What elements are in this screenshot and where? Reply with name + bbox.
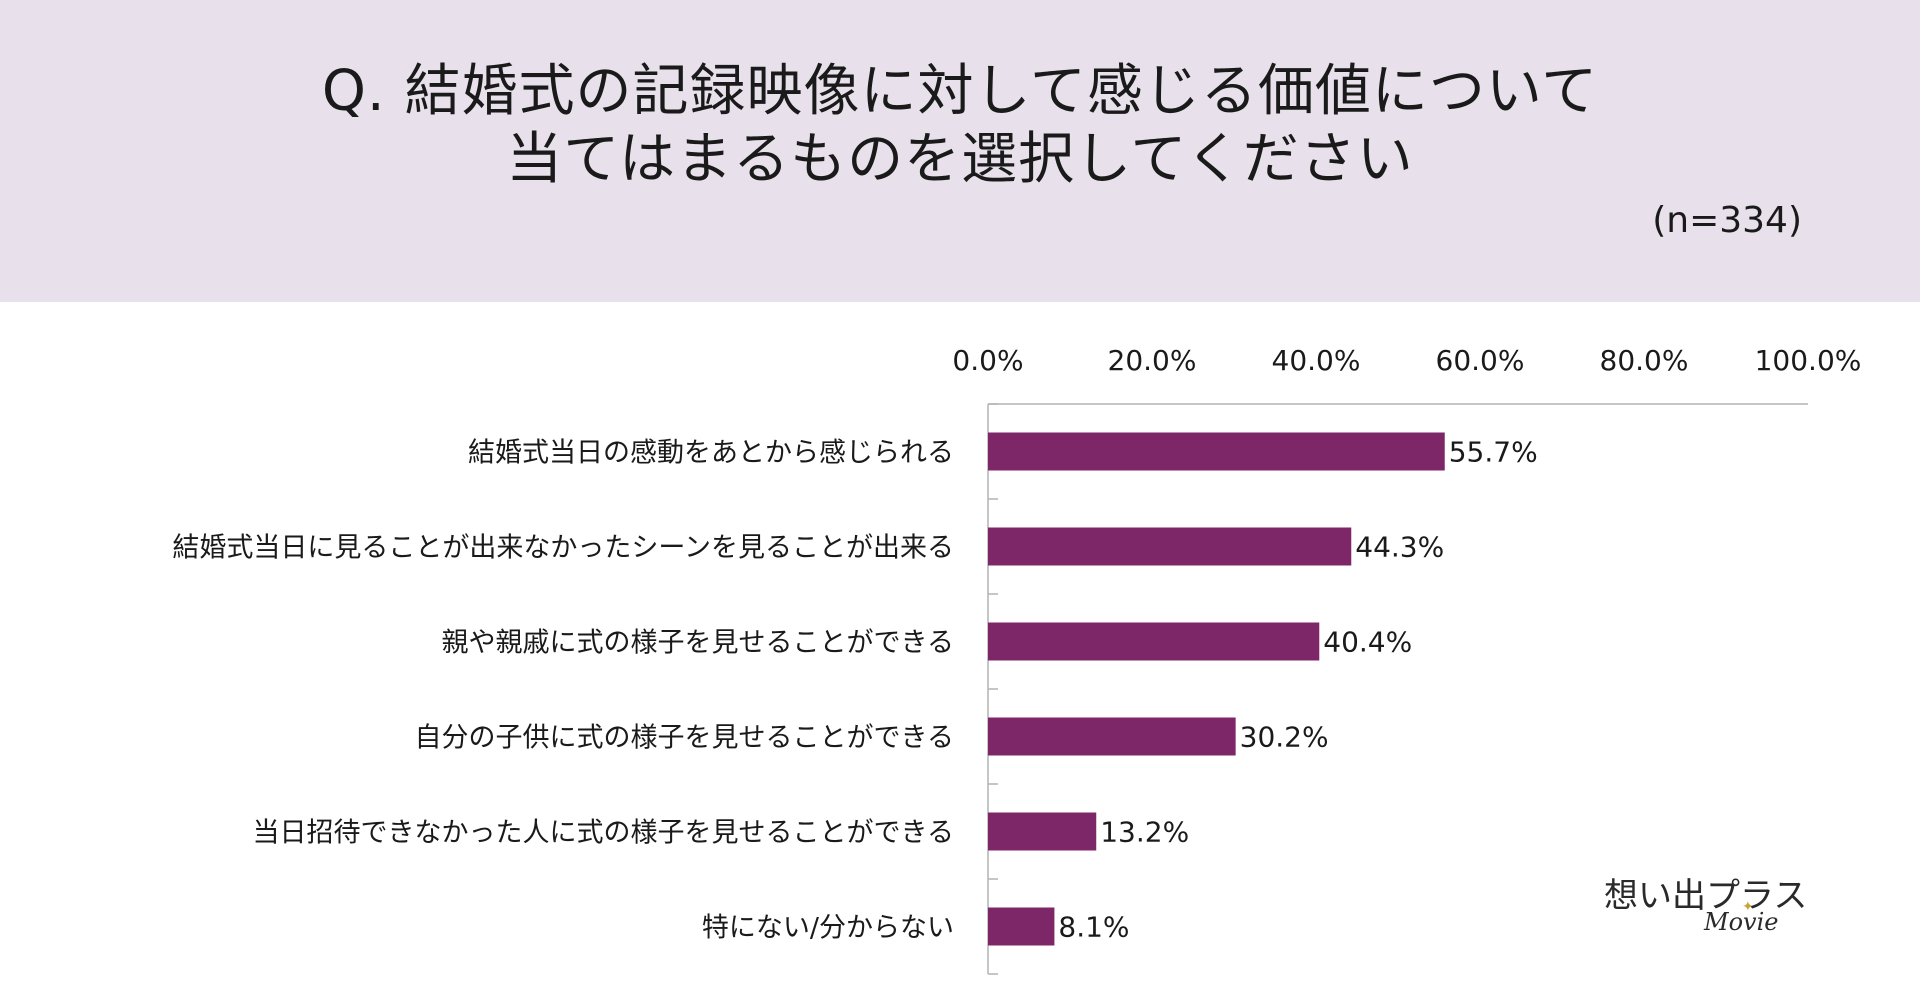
bar <box>988 622 1320 661</box>
data-label: 13.2% <box>1100 816 1189 849</box>
title-line-1: Q. 結婚式の記録映像に対して感じる価値について <box>321 59 1599 124</box>
bar <box>988 717 1236 756</box>
data-label: 30.2% <box>1240 721 1329 754</box>
x-tick-label: 40.0% <box>1272 344 1361 377</box>
x-tick-label: 100.0% <box>1755 344 1862 377</box>
bar <box>988 907 1055 946</box>
sample-size-label: (n=334) <box>1652 200 1802 241</box>
category-label: 自分の子供に式の様子を見せることができる <box>415 723 954 754</box>
bar <box>988 527 1352 566</box>
category-label: 特にない/分からない <box>702 913 954 944</box>
bar <box>988 812 1097 851</box>
header-banner: Q. 結婚式の記録映像に対して感じる価値について 当てはまるものを選択してくださ… <box>0 0 1920 302</box>
brand-logo: 想い出プラス ✦ Movie <box>1604 868 1808 940</box>
x-tick-label: 0.0% <box>952 344 1023 377</box>
chart-title: Q. 結婚式の記録映像に対して感じる価値について 当てはまるものを選択してくださ… <box>0 58 1920 194</box>
bar-chart: 0.0% 20.0% 40.0% 60.0% 80.0% 100.0% 55.7% 結婚式当日… <box>172 344 1862 975</box>
data-label: 55.7% <box>1449 436 1538 469</box>
category-label: 結婚式当日の感動をあとから感じられる <box>468 438 954 469</box>
logo-subtext: Movie <box>1704 908 1779 936</box>
category-label: 親や親戚に式の様子を見せることができる <box>442 628 954 659</box>
data-label: 8.1% <box>1058 911 1129 944</box>
sparkle-star-icon: ✦ <box>1742 899 1754 915</box>
category-label: 結婚式当日に見ることが出来なかったシーンを見ることが出来る <box>172 533 954 564</box>
x-tick-label: 80.0% <box>1600 344 1689 377</box>
title-line-2: 当てはまるものを選択してください <box>506 127 1414 192</box>
category-label: 当日招待できなかった人に式の様子を見せることができる <box>253 818 954 849</box>
data-label: 44.3% <box>1355 531 1444 564</box>
x-tick-label: 20.0% <box>1108 344 1197 377</box>
x-tick-label: 60.0% <box>1436 344 1525 377</box>
bar <box>988 432 1445 471</box>
logo-text: 想い出プラス <box>1604 876 1808 916</box>
data-label: 40.4% <box>1323 626 1412 659</box>
